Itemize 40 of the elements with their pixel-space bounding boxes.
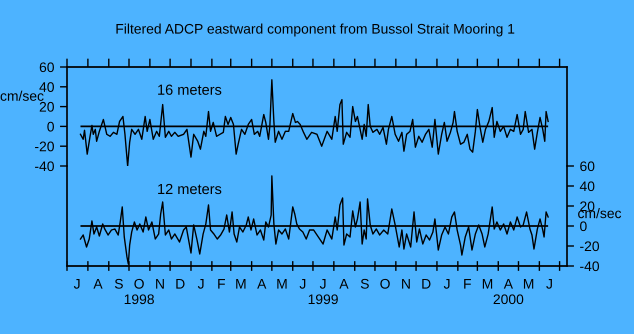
x-tick-label: A 2000 <box>494 279 524 304</box>
x-tick-label: S <box>114 278 123 289</box>
chart-title: Filtered ADCP eastward component from Bussol Strait Mooring 1 <box>116 24 514 36</box>
y2-tick-label: -20 <box>580 241 600 252</box>
x-tick-label: M <box>524 279 534 289</box>
x-tick-label: N <box>402 279 410 289</box>
x-tick-label: J <box>300 279 306 289</box>
x-tick-label: O 1998 <box>124 278 154 304</box>
y-axis-title: cm/sec <box>0 90 44 101</box>
x-tick-label: F <box>218 279 225 289</box>
y2-tick-label: 60 <box>580 161 594 172</box>
x-tick-label: J 1999 <box>308 279 338 304</box>
y-tick-label: 60 <box>40 62 54 72</box>
x-tick-label: D <box>422 279 431 289</box>
x-tick-label: M <box>277 279 287 289</box>
y2-tick-label: 0 <box>580 221 587 232</box>
x-tick-label: D <box>176 279 185 289</box>
line-series <box>80 79 549 166</box>
y-tick-label: -40 <box>35 161 54 172</box>
y2-tick-label: -40 <box>580 261 600 272</box>
x-tick-label: J <box>74 279 80 289</box>
y-tick-label: 40 <box>39 82 54 92</box>
y-tick-label: 0 <box>47 122 54 132</box>
x-tick-label: J <box>546 279 552 289</box>
annotation: 16 meters <box>158 84 222 95</box>
x-tick-label: F <box>464 279 471 289</box>
y-tick-label: 20 <box>40 102 54 112</box>
annotation: 12 meters <box>158 184 222 194</box>
x-tick-label: M <box>482 279 492 289</box>
x-tick-label: O <box>380 278 390 289</box>
x-tick-label: A <box>339 279 349 289</box>
x-tick-label: S <box>360 278 369 289</box>
x-tick-label: A <box>257 279 266 289</box>
y-tick-label: -20 <box>35 142 54 152</box>
y2-tick-label: 40 <box>580 181 594 192</box>
x-tick-label: N <box>156 279 164 289</box>
x-tick-label: A <box>93 279 103 289</box>
x-tick-label: J <box>444 279 450 289</box>
x-tick-label: M <box>236 279 246 289</box>
x-tick-label: J <box>198 279 204 289</box>
